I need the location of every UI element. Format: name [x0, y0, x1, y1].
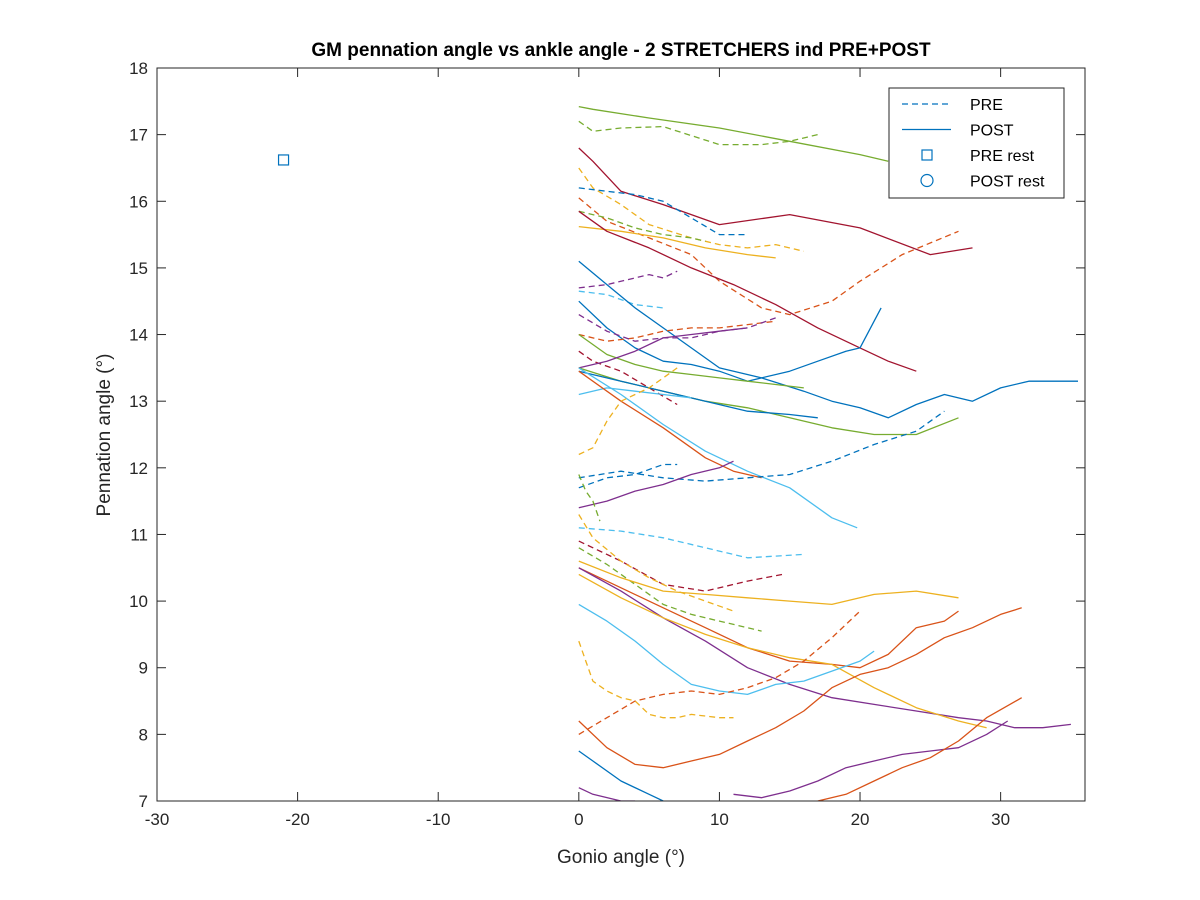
x-tick-label: -10 — [426, 810, 451, 829]
y-tick-label: 14 — [129, 326, 148, 345]
axes-box — [156, 67, 1086, 802]
series-line-36 — [578, 603, 875, 696]
legend-entry: PRE rest — [921, 148, 1035, 165]
legend-label: POST — [970, 123, 1014, 140]
series-line-3 — [578, 187, 748, 236]
series-line-13 — [578, 320, 776, 342]
series-line-27 — [578, 474, 601, 522]
series-line-32 — [578, 560, 959, 606]
legend-entry: POST rest — [920, 173, 1045, 191]
series-line-10 — [578, 290, 664, 309]
series-line-26 — [578, 463, 678, 489]
series-line-20 — [578, 387, 692, 399]
legend-label: POST rest — [970, 174, 1045, 191]
x-tick-label: 0 — [574, 810, 583, 829]
series-line-9 — [578, 270, 678, 289]
legend-entry: POST — [902, 123, 1014, 140]
legend-label: PRE rest — [970, 148, 1035, 165]
series-line-11 — [578, 260, 1078, 419]
series-line-17 — [578, 327, 748, 369]
series-line-2 — [578, 147, 973, 256]
axes-layer: -30 -20 -10 0 10 20 30 7 8 9 10 11 12 13 14 15 16 17 18 — [129, 59, 1086, 829]
y-tick-label: 10 — [129, 592, 148, 611]
y-tick-label: 12 — [129, 459, 148, 478]
series-line-7 — [578, 225, 776, 259]
series-line-22 — [578, 370, 762, 479]
series-line-41 — [578, 787, 636, 801]
chart-title: GM pennation angle vs ankle angle - 2 ST… — [311, 40, 931, 61]
series-line-19 — [578, 370, 818, 419]
x-tick-label: 30 — [991, 810, 1010, 829]
series-line-5 — [578, 197, 959, 316]
series-line-34 — [578, 567, 1071, 729]
y-tick-label: 16 — [129, 192, 148, 211]
series-line-31 — [578, 547, 762, 632]
y-tick-label: 18 — [129, 59, 148, 78]
y-tick-label: 13 — [129, 392, 148, 411]
series-line-23 — [578, 367, 678, 456]
legend-marker — [920, 173, 934, 188]
series-line-37 — [578, 610, 861, 735]
x-axis-label: Gonio angle (°) — [557, 847, 685, 868]
series-line-8 — [578, 210, 917, 372]
series-line-1 — [578, 120, 818, 146]
rest-point-0 — [277, 154, 290, 166]
y-tick-label: 15 — [129, 259, 148, 278]
y-tick-label: 9 — [139, 659, 148, 678]
legend-entry: PRE — [902, 97, 1003, 114]
series-line-21 — [578, 367, 858, 529]
series-line-43 — [817, 697, 1023, 801]
series-layer — [277, 105, 1078, 801]
legend-label: PRE — [970, 97, 1003, 114]
series-line-35 — [578, 573, 987, 729]
series-line-0 — [578, 105, 889, 162]
series-line-24 — [578, 410, 945, 482]
series-line-42 — [733, 720, 1009, 799]
y-tick-label: 17 — [129, 126, 148, 145]
x-tick-label: 10 — [710, 810, 729, 829]
series-line-25 — [578, 460, 734, 509]
y-tick-label: 7 — [139, 792, 148, 811]
series-line-40 — [578, 750, 664, 801]
legend-marker — [921, 149, 933, 161]
y-tick-label: 8 — [139, 725, 148, 744]
legend: PRE POST PRE rest POST rest — [888, 87, 1065, 199]
y-axis-label: Pennation angle (°) — [94, 354, 115, 517]
series-line-28 — [578, 527, 804, 559]
series-line-33 — [578, 567, 959, 669]
series-line-6 — [578, 210, 706, 242]
x-tick-label: -30 — [145, 810, 170, 829]
legend-box — [888, 87, 1065, 199]
x-tick-label: -20 — [285, 810, 310, 829]
series-line-39 — [578, 607, 1022, 769]
x-tick-label: 20 — [851, 810, 870, 829]
y-tick-label: 11 — [130, 525, 148, 544]
